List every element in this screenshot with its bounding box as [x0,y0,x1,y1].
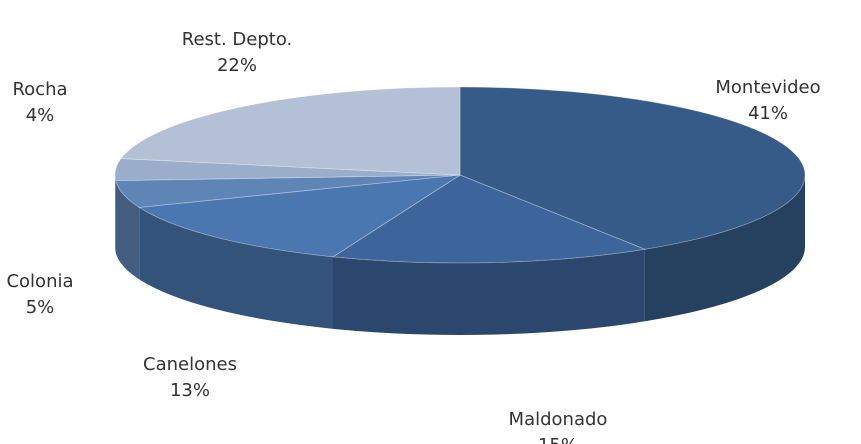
pie-slice [459,86,806,250]
pie-slice [114,158,461,181]
slice-value-label: 13% [170,380,210,401]
slice-value-label: 15% [538,435,578,444]
pie-side [332,249,645,335]
pie-side [644,175,805,322]
pie-labels: Montevideo 41% Maldonado 15% Canelones 13% Col… [6,29,820,444]
slice-value-label: 5% [26,297,55,318]
pie-slice [138,174,461,258]
slice-label: Rocha [12,79,67,100]
slice-label: Montevideo [715,77,820,98]
slice-label: Canelones [143,354,237,375]
pie-tops [114,86,806,264]
slice-label: Rest. Depto. [182,29,293,50]
pie-slice [115,174,461,208]
pie-side [115,180,140,280]
slice-value-label: 4% [26,105,55,126]
pie-sides [115,175,805,335]
pie-side [139,207,333,329]
slice-label: Colonia [6,271,73,292]
slice-label: Maldonado [509,409,608,430]
pie-side [115,175,116,253]
slice-value-label: 22% [217,55,257,76]
pie-slice [120,86,461,176]
slice-value-label: 41% [748,103,788,124]
pie-slice [331,174,647,264]
